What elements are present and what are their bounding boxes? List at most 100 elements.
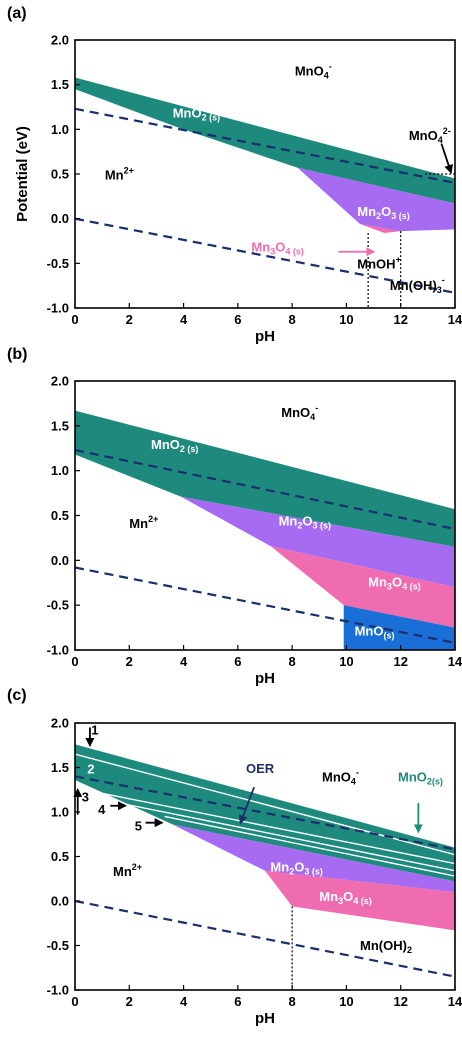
x-axis-label: pH (255, 1010, 275, 1027)
panel-label: (a) (7, 5, 27, 22)
label-sub: 2 (s) (180, 444, 199, 454)
species-label: 4 (98, 802, 106, 817)
species-label: Mn(OH)2 (360, 938, 412, 955)
dashed-line-2 (75, 899, 455, 978)
region-mn2o3-s- (180, 496, 455, 588)
label-main2: O (381, 204, 391, 219)
species-label: MnO4- (295, 62, 332, 81)
label-sub2: 4 (s) (402, 581, 421, 591)
white-line-3 (102, 798, 455, 872)
label-sub2: 3 (s) (312, 520, 331, 530)
label-main: MnO (151, 437, 180, 452)
label-sub: 2(s) (427, 777, 443, 787)
y-tick-label: -0.5 (47, 256, 69, 271)
species-label: MnO4- (322, 768, 359, 787)
y-tick-label: 0.5 (51, 167, 69, 182)
panel-a: 2.0 1.5 1.0 0.5 0.0 -0.5 -1.00 2 4 6 8 10 12 14 pH Pote… (7, 5, 462, 345)
species-label: Mn2+ (113, 862, 142, 879)
y-tick-label: -0.5 (47, 938, 69, 953)
y-tick-label: 0.0 (51, 894, 69, 909)
x-tick-label: 0 (71, 994, 78, 1009)
label-main: Mn(OH) (390, 278, 437, 293)
label-main: 2 (87, 762, 94, 777)
x-tick-label: 10 (339, 654, 353, 669)
label-main: MnO (398, 770, 427, 785)
dashed-line-2 (75, 566, 455, 644)
label-sub: 2 (407, 945, 412, 955)
x-tick-label: 6 (234, 312, 241, 327)
region-mn3o4-s- (270, 545, 455, 628)
species-label: OER (246, 761, 275, 776)
x-tick-label: 12 (393, 654, 407, 669)
region-mn3o4-s- (360, 224, 401, 233)
label-sup: - (442, 275, 445, 285)
y-tick-label: 1.0 (51, 122, 69, 137)
label-sub: 3 (270, 247, 275, 257)
x-tick-label: 14 (448, 312, 462, 327)
y-tick-label: -1.0 (47, 983, 69, 998)
y-tick-label: 1.0 (51, 805, 69, 820)
label-sub: 3 (437, 285, 442, 295)
x-tick-label: 4 (180, 312, 188, 327)
y-tick-label: 1.5 (51, 418, 69, 433)
label-main: MnO (322, 770, 351, 785)
x-tick-label: 8 (289, 994, 296, 1009)
label-sub: 2 (297, 520, 302, 530)
y-tick-label: 1.5 (51, 760, 69, 775)
y-tick-label: -0.5 (47, 598, 69, 613)
dashed-line-1 (75, 775, 455, 851)
species-label: MnO2(s) (398, 770, 443, 787)
species-label: Mn(OH)3- (390, 275, 445, 295)
dashed-line-1 (75, 107, 455, 185)
panel-b: 2.0 1.5 1.0 0.5 0.0 -0.5 -1.00 2 4 6 8 10 12 14 pH (b) M… (7, 346, 462, 687)
y-tick-label: 2.0 (51, 716, 69, 731)
region-mno2-s- (75, 77, 455, 204)
x-tick-label: 2 (126, 654, 133, 669)
white-line-2 (75, 787, 455, 865)
label-main: 3 (82, 789, 89, 804)
region-mno2-s- (75, 410, 455, 547)
x-tick-label: 14 (448, 994, 462, 1009)
species-label: Mn3O4 (s) (368, 574, 420, 591)
panel-label: (c) (7, 687, 27, 704)
dashed-line-1 (75, 448, 455, 531)
label-sup2: - (356, 768, 359, 778)
label-main: Mn (270, 860, 289, 875)
species-label: Mn2+ (105, 165, 134, 182)
label-sub: 3 (387, 581, 392, 591)
label-sup: + (396, 255, 401, 265)
plot-area (75, 744, 455, 990)
label-sup: 4 (324, 71, 329, 81)
label-sup: 4 (310, 412, 315, 422)
x-tick-label: 10 (339, 312, 353, 327)
label-main: 5 (135, 819, 142, 834)
species-label: MnO2 (s) (173, 106, 220, 123)
region-mno-s- (343, 605, 455, 650)
label-sub: 3 (338, 896, 343, 906)
label-main: Mn (319, 889, 338, 904)
species-label: Mn3O4 (s) (319, 889, 371, 906)
label-sup: 2+ (124, 165, 134, 175)
y-tick-label: 0.5 (51, 849, 69, 864)
label-main: Mn (129, 516, 148, 531)
species-label: 2 (87, 762, 94, 777)
label-sup: 4 (438, 135, 443, 145)
x-tick-label: 2 (126, 994, 133, 1009)
label-main: Mn(OH) (360, 938, 407, 953)
label-main2: O (294, 860, 304, 875)
label-main: MnO (281, 405, 310, 420)
x-tick-label: 2 (126, 312, 133, 327)
y-tick-label: 2.0 (51, 374, 69, 389)
white-line-4 (164, 815, 455, 877)
species-label: Mn2O3 (s) (357, 204, 409, 221)
species-label: Mn2O3 (s) (270, 860, 322, 877)
y-tick-label: 1.0 (51, 463, 69, 478)
label-main: 1 (91, 723, 98, 738)
species-label: Mn2+ (129, 514, 158, 531)
label-sub2: 3 (s) (391, 211, 410, 221)
y-tick-label: 2.0 (51, 33, 69, 48)
x-tick-label: 4 (180, 654, 188, 669)
panel-label: (b) (7, 346, 27, 363)
y-tick-label: 0.5 (51, 508, 69, 523)
